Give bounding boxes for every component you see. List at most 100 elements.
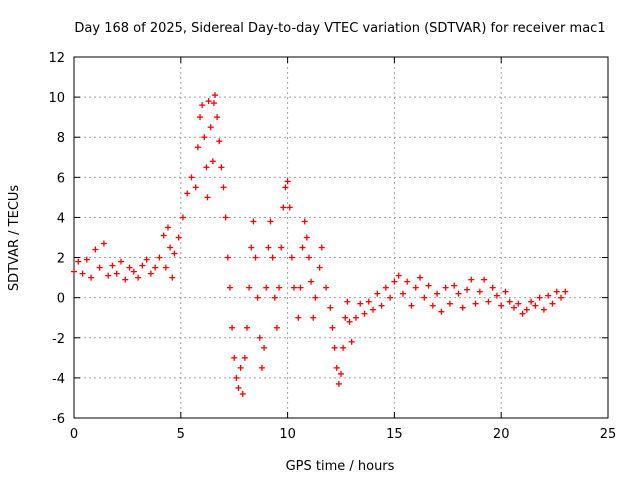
data-point (472, 300, 479, 307)
x-axis-label: GPS time / hours (286, 459, 395, 474)
x-tick-label: 0 (70, 427, 78, 442)
data-point (286, 204, 293, 211)
data-point (459, 304, 466, 311)
data-point (295, 314, 302, 321)
data-point (515, 300, 522, 307)
data-point (340, 344, 347, 351)
data-point (370, 306, 377, 313)
data-point (209, 158, 216, 165)
data-point (258, 364, 265, 371)
data-point (299, 244, 306, 251)
data-point (244, 324, 251, 331)
data-point (301, 218, 308, 225)
data-point (312, 294, 319, 301)
data-point (532, 302, 539, 309)
data-point (540, 306, 547, 313)
data-point (361, 310, 368, 317)
data-point (100, 240, 107, 247)
data-point (523, 306, 530, 313)
data-point (184, 190, 191, 197)
data-point (199, 102, 206, 109)
data-point (167, 244, 174, 251)
data-point (352, 314, 359, 321)
data-point (468, 276, 475, 283)
data-point (250, 218, 257, 225)
data-point (79, 270, 86, 277)
data-point (493, 292, 500, 299)
data-point (399, 290, 406, 297)
data-point (387, 294, 394, 301)
data-point (562, 288, 569, 295)
data-point (113, 270, 120, 277)
data-point (222, 214, 229, 221)
data-point (135, 274, 142, 281)
data-point (481, 276, 488, 283)
data-point (318, 244, 325, 251)
y-axis-label: SDTVAR / TECUs (7, 185, 22, 292)
data-point (175, 234, 182, 241)
data-point (498, 302, 505, 309)
y-tick-label: 8 (57, 131, 65, 146)
data-point (395, 272, 402, 279)
data-point (316, 264, 323, 271)
data-point (241, 354, 248, 361)
data-point (214, 114, 221, 121)
data-point (164, 224, 171, 231)
data-point (147, 270, 154, 277)
data-point (211, 92, 218, 99)
data-point (265, 244, 272, 251)
data-point (139, 262, 146, 269)
data-point (179, 214, 186, 221)
data-point (201, 134, 208, 141)
y-tick-label: -4 (52, 372, 65, 387)
data-point (476, 288, 483, 295)
y-tick-label: 0 (57, 292, 65, 307)
x-tick-label: 15 (386, 427, 403, 442)
y-tick-label: -6 (52, 412, 65, 427)
data-point (408, 302, 415, 309)
data-point (464, 286, 471, 293)
x-tick-label: 20 (493, 427, 510, 442)
data-point (160, 232, 167, 239)
axis-ticks: 0 5 10 15 20 25 -6 -4 -2 0 2 4 6 8 10 12 (48, 51, 616, 442)
data-point (237, 364, 244, 371)
data-point (152, 264, 159, 271)
data-point (421, 294, 428, 301)
data-point (434, 290, 441, 297)
data-point (205, 98, 212, 105)
data-point (261, 344, 268, 351)
data-point (169, 274, 176, 281)
data-point (203, 164, 210, 171)
data-point (256, 334, 263, 341)
data-point (271, 294, 278, 301)
data-point (346, 318, 353, 325)
data-point (226, 284, 233, 291)
data-point (536, 294, 543, 301)
data-point (305, 254, 312, 261)
data-point (412, 284, 419, 291)
data-point (117, 258, 124, 265)
data-point (92, 246, 99, 253)
data-point (252, 254, 259, 261)
data-point (429, 302, 436, 309)
data-point (327, 304, 334, 311)
data-point (71, 268, 77, 275)
data-point (171, 250, 178, 257)
data-point (329, 324, 336, 331)
data-point (207, 124, 214, 131)
data-point (338, 370, 344, 377)
data-point (545, 292, 552, 299)
data-point (455, 290, 462, 297)
data-point (288, 254, 295, 261)
y-tick-label: 6 (57, 171, 65, 186)
data-point (162, 264, 169, 271)
y-tick-label: 10 (48, 91, 65, 106)
data-point (303, 234, 310, 241)
data-point (519, 310, 526, 317)
data-point (446, 300, 453, 307)
x-tick-label: 10 (279, 427, 296, 442)
data-point (553, 288, 560, 295)
data-point (485, 298, 492, 305)
data-point (374, 290, 381, 297)
y-tick-label: -2 (52, 332, 65, 347)
